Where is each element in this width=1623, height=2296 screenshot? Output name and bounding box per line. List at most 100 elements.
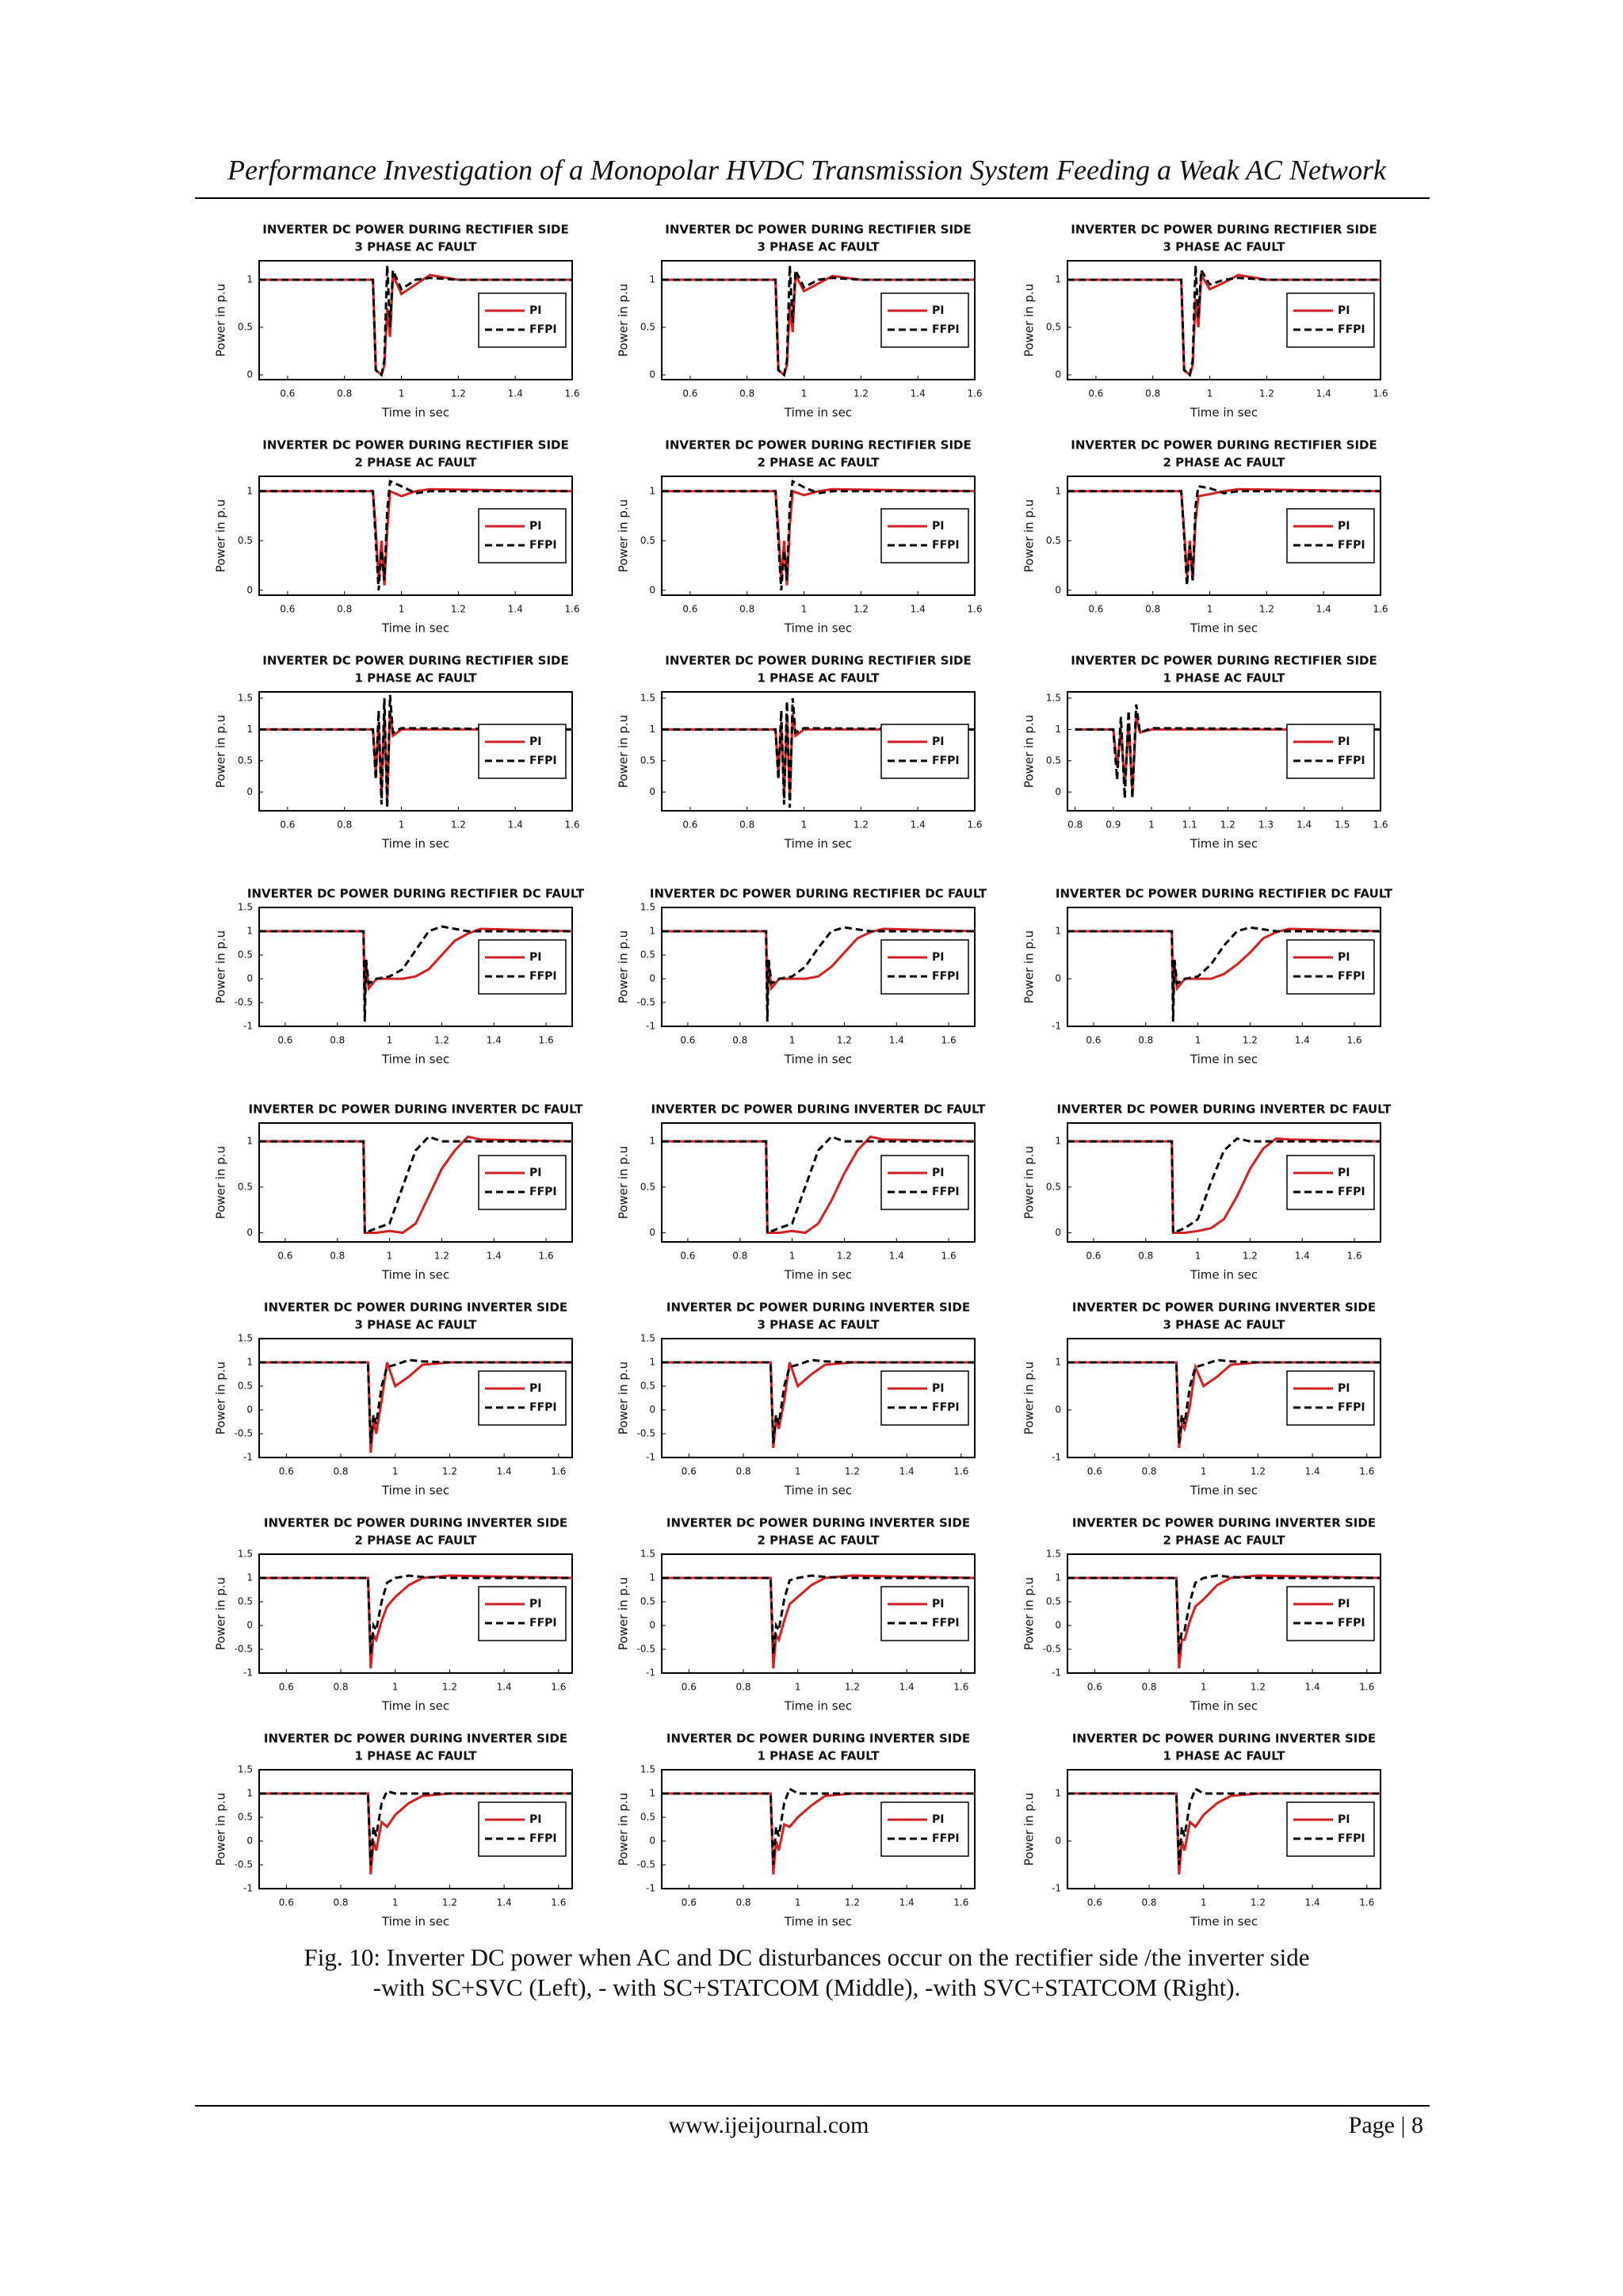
series-line — [1067, 1137, 1381, 1234]
chart-title: INVERTER DC POWER DURING RECTIFIER DC FA… — [247, 887, 585, 901]
legend-label: PI — [529, 735, 541, 748]
y-tick-label: 0.5 — [1046, 755, 1061, 766]
y-axis-label: Power in p.u — [617, 715, 631, 788]
chart-title: 3 PHASE AC FAULT — [757, 240, 880, 254]
x-tick-label: 0.6 — [680, 1251, 695, 1262]
x-tick-label: 0.6 — [1086, 1035, 1101, 1046]
y-tick-label: 1 — [246, 1572, 253, 1584]
series-line — [259, 1358, 572, 1444]
y-axis-label: Power in p.u — [617, 1146, 631, 1219]
x-tick-label: 1.6 — [1359, 1682, 1374, 1693]
x-tick-label: 1.6 — [1373, 819, 1388, 831]
series-line — [259, 925, 572, 1022]
series-line — [259, 694, 573, 808]
y-axis-label: Power in p.u — [1022, 499, 1037, 572]
y-tick-label: 0 — [1055, 369, 1061, 380]
legend-label: FFPI — [529, 323, 557, 336]
y-tick-label: 0.5 — [640, 1381, 655, 1392]
y-tick-label: -1 — [646, 1883, 655, 1894]
x-tick-label: 1.6 — [1373, 388, 1388, 399]
y-tick-label: 0 — [1055, 1404, 1061, 1415]
x-tick-label: 0.6 — [1088, 604, 1103, 615]
x-tick-label: 0.6 — [682, 1897, 697, 1908]
y-tick-label: 1 — [1055, 1357, 1061, 1368]
legend-label: PI — [529, 1382, 541, 1395]
x-tick-label: 1.3 — [1258, 819, 1274, 831]
y-tick-label: 0 — [1055, 584, 1061, 595]
chart-title: INVERTER DC POWER DURING RECTIFIER DC FA… — [1056, 887, 1393, 901]
plot-frame — [1067, 1122, 1381, 1243]
legend-box — [880, 508, 969, 563]
x-tick-label: 1.4 — [1295, 1035, 1310, 1046]
x-tick-label: 1.4 — [508, 819, 523, 831]
x-axis-label: Time in sec — [784, 621, 852, 636]
x-tick-label: 0.8 — [739, 819, 754, 831]
x-tick-label: 1 — [801, 819, 808, 831]
x-tick-label: 1.6 — [941, 1251, 957, 1262]
x-tick-label: 1.2 — [451, 604, 466, 615]
x-tick-label: 0.6 — [1087, 1466, 1102, 1477]
x-tick-label: 1.2 — [434, 1035, 449, 1046]
chart-title: 1 PHASE AC FAULT — [1163, 671, 1285, 686]
y-tick-label: -1 — [1052, 1668, 1061, 1679]
x-tick-label: 1.2 — [1251, 1466, 1266, 1477]
x-tick-label: 0.6 — [682, 1466, 697, 1477]
y-tick-label: 0 — [246, 1836, 253, 1847]
x-tick-label: 0.6 — [1088, 388, 1103, 399]
series-line — [1067, 1358, 1381, 1444]
x-tick-label: 0.6 — [280, 388, 295, 399]
y-tick-label: 0.5 — [238, 949, 253, 961]
x-tick-label: 1.2 — [1259, 604, 1274, 615]
x-tick-label: 0.8 — [735, 1682, 750, 1693]
y-tick-label: 0 — [246, 786, 253, 797]
y-tick-label: -1 — [243, 1883, 253, 1894]
y-axis-label: Power in p.u — [214, 1793, 228, 1866]
legend-box — [880, 1370, 969, 1426]
x-tick-label: 0.8 — [333, 1897, 348, 1908]
x-tick-label: 0.8 — [1141, 1466, 1156, 1477]
x-tick-label: 1.4 — [889, 1251, 904, 1262]
y-tick-label: -1 — [243, 1021, 253, 1032]
x-tick-label: 1 — [399, 819, 405, 831]
x-tick-label: 0.8 — [1138, 1035, 1153, 1046]
x-tick-label: 1.4 — [1305, 1682, 1320, 1693]
y-tick-label: 0.5 — [1046, 322, 1061, 333]
x-tick-label: 1.2 — [854, 604, 869, 615]
chart-title: 3 PHASE AC FAULT — [354, 240, 477, 254]
y-tick-label: 1 — [246, 274, 253, 285]
legend-box — [880, 724, 969, 779]
legend-label: PI — [932, 735, 944, 748]
x-tick-label: 1.2 — [854, 819, 869, 831]
x-tick-label: 0.6 — [1087, 1897, 1102, 1908]
y-tick-label: 1 — [246, 1788, 253, 1799]
y-axis-label: Power in p.u — [617, 930, 631, 1003]
chart-title: 1 PHASE AC FAULT — [1163, 1749, 1285, 1763]
y-axis-label: Power in p.u — [1022, 284, 1037, 357]
chart-title: 3 PHASE AC FAULT — [1163, 240, 1285, 254]
x-tick-label: 1.4 — [1295, 1251, 1310, 1262]
chart-title: 3 PHASE AC FAULT — [1163, 1318, 1285, 1332]
chart-title: INVERTER DC POWER DURING INVERTER DC FAU… — [1057, 1102, 1392, 1117]
x-tick-label: 0.6 — [682, 1682, 697, 1693]
chart-title: INVERTER DC POWER DURING INVERTER SIDE — [264, 1516, 567, 1530]
y-tick-label: 1 — [1055, 274, 1061, 285]
x-tick-label: 0.6 — [682, 604, 697, 615]
x-axis-label: Time in sec — [1190, 1915, 1258, 1929]
chart-title: 3 PHASE AC FAULT — [757, 1318, 880, 1332]
y-tick-label: 1.5 — [640, 1549, 655, 1560]
y-tick-label: 0.5 — [640, 1812, 655, 1823]
legend-label: FFPI — [932, 755, 960, 767]
x-axis-label: Time in sec — [784, 1052, 852, 1067]
x-tick-label: 1.4 — [1316, 604, 1331, 615]
x-tick-label: 1.6 — [967, 819, 982, 831]
legend-label: PI — [1338, 1598, 1350, 1610]
x-tick-label: 1 — [795, 1682, 801, 1693]
y-axis-label: Power in p.u — [1022, 1146, 1037, 1219]
x-axis-label: Time in sec — [784, 1484, 852, 1498]
chart-title: INVERTER DC POWER DURING INVERTER SIDE — [666, 1301, 970, 1315]
x-tick-label: 1.6 — [967, 604, 982, 615]
y-tick-label: 0.5 — [238, 1596, 253, 1607]
chart-title: 1 PHASE AC FAULT — [757, 1749, 880, 1763]
x-tick-label: 1.6 — [953, 1682, 968, 1693]
x-axis-label: Time in sec — [1190, 621, 1258, 636]
